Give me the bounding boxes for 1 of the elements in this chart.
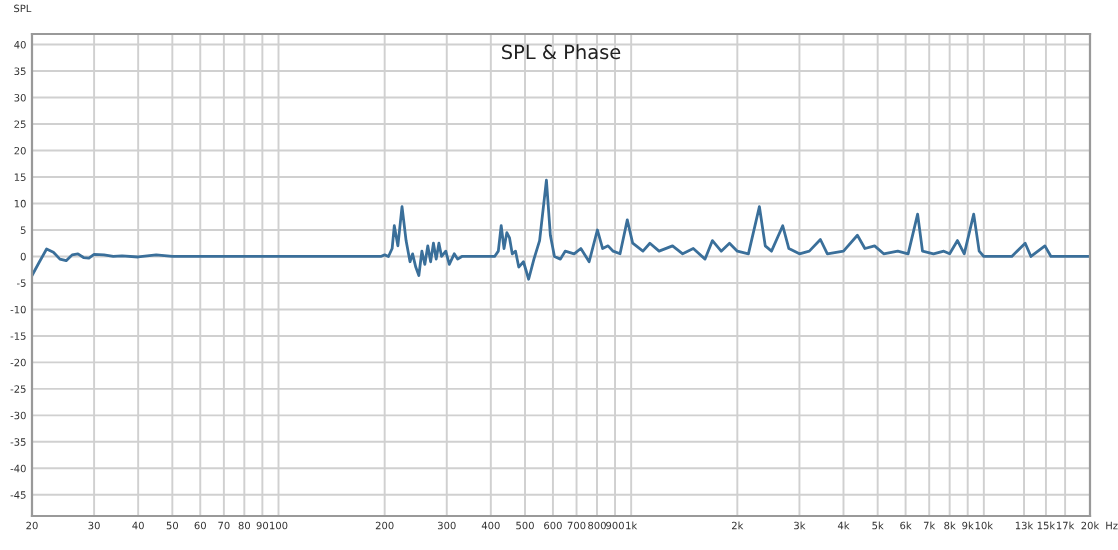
chart-title: SPL & Phase <box>502 44 621 60</box>
